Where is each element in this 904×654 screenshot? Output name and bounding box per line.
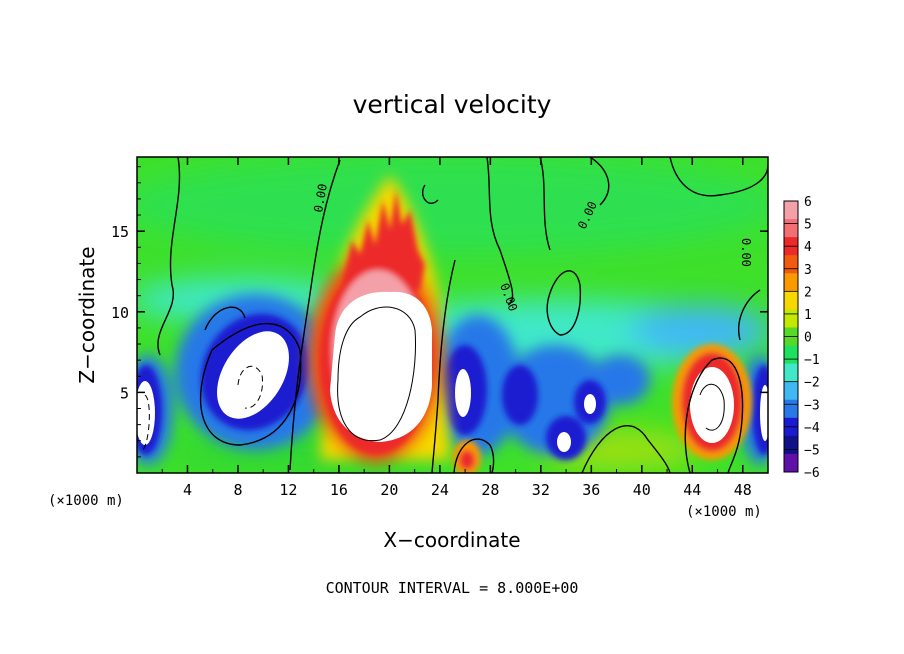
colorbar-tick-label: −1 bbox=[804, 353, 820, 368]
colorbar-swatch bbox=[784, 201, 798, 220]
colorbar-tick-label: 6 bbox=[804, 195, 812, 210]
contour-line bbox=[431, 259, 456, 473]
colorbar: 6 5 4 3 2 1 0 −1 −2 −3 −4 −5 −6 bbox=[783, 195, 820, 481]
field-region-light-green bbox=[137, 157, 768, 255]
contour-line bbox=[546, 270, 582, 336]
downdraft-center bbox=[217, 331, 289, 419]
colorbar-swatch bbox=[784, 435, 798, 455]
x-tick-label: 12 bbox=[279, 481, 297, 499]
y-axis-label: Z−coordinate bbox=[75, 246, 99, 383]
contour-line bbox=[486, 157, 514, 306]
contour-line bbox=[581, 425, 671, 473]
colorbar-tick-label: 2 bbox=[804, 285, 812, 300]
x-tick-label: 28 bbox=[481, 481, 499, 499]
contour-label: 0.00 bbox=[739, 238, 753, 267]
colorbar-swatch bbox=[784, 345, 798, 365]
colorbar-swatch bbox=[784, 399, 798, 419]
colorbar-tick-label: −6 bbox=[804, 466, 820, 481]
colorbar-tick-label: 0 bbox=[804, 331, 812, 346]
x-tick-label: 44 bbox=[683, 481, 701, 499]
colorbar-swatch bbox=[784, 309, 798, 328]
footer-note: CONTOUR INTERVAL = 8.000E+00 bbox=[326, 579, 579, 597]
colorbar-swatch bbox=[784, 291, 798, 310]
y-tick-label: 15 bbox=[111, 223, 129, 241]
contour-line bbox=[199, 323, 302, 446]
downdraft-center bbox=[760, 385, 768, 441]
colorbar-swatch bbox=[784, 363, 798, 383]
colorbar-swatch bbox=[784, 273, 798, 292]
x-axis: 4 8 12 16 20 24 28 32 36 40 44 48 bbox=[161, 157, 752, 499]
colorbar-tick-label: −2 bbox=[804, 376, 820, 391]
y-tick-label: 5 bbox=[120, 384, 129, 402]
y-axis: 5 10 15 bbox=[111, 166, 768, 458]
contour-line bbox=[157, 157, 181, 356]
colorbar-tick-label: 1 bbox=[804, 308, 812, 323]
downdraft-core bbox=[502, 365, 538, 425]
x-tick-label: 40 bbox=[633, 481, 651, 499]
x-unit-label-right: (×1000 m) bbox=[686, 504, 762, 520]
chart-title: vertical velocity bbox=[353, 90, 552, 119]
x-axis-label: X−coordinate bbox=[383, 528, 520, 552]
colorbar-tick-label: −4 bbox=[804, 421, 820, 436]
x-tick-label: 24 bbox=[431, 481, 449, 499]
updraft-center bbox=[330, 291, 432, 442]
updraft-spikes bbox=[340, 190, 425, 290]
colorbar-tick-label: 3 bbox=[804, 263, 812, 278]
contour-line bbox=[539, 157, 551, 251]
contour-line-dashed bbox=[237, 365, 264, 409]
plot-frame bbox=[136, 156, 769, 474]
colorbar-swatch bbox=[784, 453, 798, 473]
x-unit-label-left: (×1000 m) bbox=[48, 493, 124, 509]
contour-line bbox=[204, 306, 246, 331]
contour-label: 0.00 bbox=[311, 183, 330, 214]
contour-line bbox=[589, 157, 610, 206]
x-tick-label: 16 bbox=[330, 481, 348, 499]
contour-line-dashed bbox=[142, 394, 150, 451]
x-tick-label: 48 bbox=[734, 481, 752, 499]
contour-line bbox=[684, 357, 744, 473]
x-tick-label: 20 bbox=[380, 481, 398, 499]
updraft-small-core bbox=[459, 450, 475, 470]
contour-line bbox=[669, 157, 768, 197]
x-tick-label: 36 bbox=[582, 481, 600, 499]
downdraft-band bbox=[590, 355, 650, 405]
x-tick-label: 8 bbox=[233, 481, 242, 499]
colorbar-tick-label: 4 bbox=[804, 240, 812, 255]
colorbar-swatch bbox=[784, 381, 798, 401]
downdraft-center bbox=[455, 369, 471, 417]
contour-line bbox=[453, 438, 495, 473]
colorbar-swatch bbox=[784, 255, 798, 274]
contour-line bbox=[337, 306, 416, 442]
updraft-right-center bbox=[690, 367, 734, 443]
contour-lines bbox=[142, 157, 768, 473]
plot-area: 0.00 0.00 0.00 0.00 bbox=[137, 157, 768, 473]
contour-line bbox=[699, 383, 725, 431]
colorbar-tick-label: −5 bbox=[804, 443, 820, 458]
contour-line bbox=[738, 289, 761, 341]
contour-line bbox=[289, 159, 341, 471]
field-region-cyan-right bbox=[630, 305, 768, 355]
downdraft-center bbox=[137, 381, 155, 445]
x-tick-label: 4 bbox=[183, 481, 192, 499]
colorbar-tick-label: −3 bbox=[804, 398, 820, 413]
y-tick-label: 10 bbox=[111, 304, 129, 322]
colorbar-tick-label: 5 bbox=[804, 218, 812, 233]
downdraft-center bbox=[557, 432, 571, 452]
downdraft-center bbox=[584, 394, 596, 414]
contour-line bbox=[421, 184, 439, 204]
x-tick-label: 32 bbox=[532, 481, 550, 499]
colorbar-swatch bbox=[784, 219, 798, 238]
